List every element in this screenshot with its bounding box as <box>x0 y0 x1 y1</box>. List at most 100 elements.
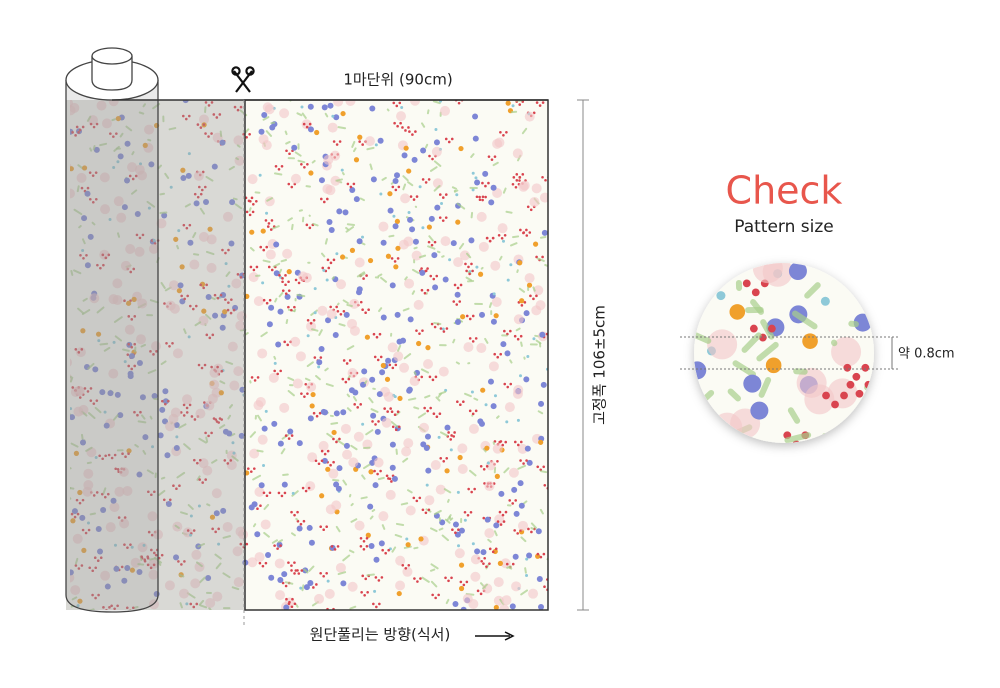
print-motif <box>317 462 321 466</box>
print-motif <box>180 167 186 173</box>
print-motif <box>205 293 212 300</box>
print-motif <box>445 456 449 460</box>
print-motif <box>373 589 377 593</box>
print-motif <box>127 315 131 318</box>
print-motif <box>535 101 539 104</box>
print-motif <box>286 269 292 275</box>
print-motif <box>336 279 347 290</box>
print-motif <box>515 327 521 332</box>
print-motif <box>133 410 136 414</box>
print-motif <box>372 482 379 489</box>
print-motif <box>435 396 441 402</box>
print-motif <box>73 515 77 519</box>
print-motif <box>222 211 233 222</box>
print-motif <box>206 262 217 273</box>
print-motif <box>91 569 95 573</box>
print-motif <box>303 584 310 591</box>
print-motif <box>390 480 393 483</box>
print-motif <box>136 471 143 478</box>
print-motif <box>263 531 270 538</box>
print-motif <box>270 268 274 272</box>
print-motif <box>177 229 181 233</box>
print-motif <box>81 433 84 440</box>
print-motif <box>285 319 289 325</box>
print-motif <box>222 309 228 315</box>
print-motif <box>496 459 499 463</box>
print-motif <box>535 294 538 298</box>
print-motif <box>149 415 153 420</box>
print-motif <box>193 253 200 256</box>
print-motif <box>93 556 97 560</box>
print-motif <box>89 399 93 402</box>
print-motif <box>496 520 500 523</box>
print-motif <box>487 155 491 158</box>
print-motif <box>264 196 275 207</box>
print-motif <box>852 372 861 381</box>
print-motif <box>234 203 243 210</box>
print-motif <box>252 202 255 206</box>
fabric <box>66 100 548 610</box>
print-motif <box>99 142 108 147</box>
print-motif <box>161 212 168 219</box>
print-motif <box>364 380 368 385</box>
print-motif <box>193 200 200 207</box>
print-motif <box>147 206 151 210</box>
print-motif <box>198 478 201 481</box>
print-motif <box>467 487 470 491</box>
print-motif <box>302 122 306 126</box>
print-motif <box>414 130 417 133</box>
print-motif <box>97 548 104 555</box>
print-motif <box>429 406 432 410</box>
print-motif <box>113 145 120 152</box>
print-motif <box>541 175 544 179</box>
print-motif <box>374 143 378 147</box>
print-motif <box>484 445 490 451</box>
print-motif <box>453 431 456 434</box>
print-motif <box>394 218 400 225</box>
print-motif <box>124 564 131 571</box>
print-motif <box>138 236 142 240</box>
print-motif <box>470 571 481 582</box>
print-motif <box>71 386 75 389</box>
print-motif <box>359 300 363 304</box>
print-motif <box>474 337 478 340</box>
print-motif <box>513 510 520 517</box>
print-motif <box>114 335 123 342</box>
print-motif <box>435 484 446 495</box>
print-motif <box>526 282 533 288</box>
print-motif <box>393 413 397 417</box>
print-motif <box>396 257 400 260</box>
print-motif <box>509 382 513 386</box>
print-motif <box>457 464 468 475</box>
print-motif <box>441 196 445 199</box>
print-motif <box>457 443 468 454</box>
print-motif <box>153 490 156 494</box>
print-motif <box>81 498 85 502</box>
print-motif <box>183 443 191 451</box>
print-motif <box>439 327 443 330</box>
print-motif <box>333 100 344 107</box>
print-motif <box>185 226 189 230</box>
print-motif <box>451 186 458 190</box>
print-motif <box>454 319 461 326</box>
print-motif <box>743 374 762 393</box>
print-motif <box>387 548 390 552</box>
print-motif <box>372 602 375 606</box>
print-motif <box>277 539 284 543</box>
print-motif <box>105 609 108 610</box>
print-motif <box>502 187 507 194</box>
print-motif <box>208 607 212 610</box>
print-motif <box>85 253 88 257</box>
print-motif <box>290 308 293 312</box>
print-motif <box>494 514 505 525</box>
print-motif <box>186 294 189 298</box>
print-motif <box>305 125 309 129</box>
print-motif <box>448 258 452 262</box>
print-motif <box>332 460 335 464</box>
print-motif <box>329 305 332 309</box>
print-motif <box>361 474 366 480</box>
print-motif <box>504 510 508 514</box>
print-motif <box>191 549 202 560</box>
print-motif <box>218 113 222 116</box>
print-motif <box>293 602 297 606</box>
